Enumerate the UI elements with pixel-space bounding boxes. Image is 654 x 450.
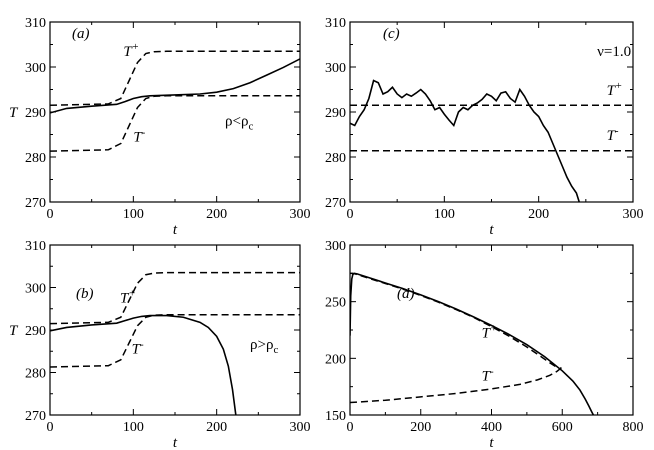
annotation-rho-b: ρ>ρc (250, 337, 278, 356)
x-tick-label-d: 0 (347, 420, 354, 435)
annotation-tplus-a: T+ (123, 41, 139, 60)
series-a-t-minus (50, 95, 300, 152)
y-tick-label-b: 270 (25, 409, 46, 424)
x-tick-label-c: 200 (528, 207, 549, 222)
plot-frame-a (49, 21, 301, 203)
annotation-tplus-d: T+ (482, 322, 498, 341)
y-axis-label-b: T (9, 323, 19, 339)
plot-frame-c (349, 21, 634, 203)
y-tick-label-d: 300 (325, 239, 346, 254)
annotation-rho-a: ρ<ρc (225, 114, 253, 133)
x-tick-label-b: 100 (123, 420, 144, 435)
annotation-tminus-a: T- (133, 126, 145, 145)
panel-label-b: (b) (76, 286, 94, 302)
annotation-tminus-c: T- (607, 125, 619, 144)
x-tick-label-d: 400 (481, 420, 502, 435)
panel-d: 0 200 400 600 800 150 200 250 300 t (d) T+ T- (325, 239, 644, 450)
x-tick-label-d: 600 (552, 420, 573, 435)
y-tick-label-a: 290 (25, 106, 46, 121)
x-axis-label-b: t (173, 435, 178, 450)
series-d-t-minus (350, 367, 562, 404)
panel-label-c: (c) (383, 26, 400, 42)
annotation-tminus-d: T- (482, 365, 494, 384)
y-tick-label-c: 310 (325, 16, 346, 31)
series-d-t-plus (350, 272, 562, 371)
x-tick-label-c: 100 (434, 207, 455, 222)
panel-label-a: (a) (72, 26, 90, 42)
x-tick-label-b: 0 (47, 420, 54, 435)
y-tick-label-b: 290 (25, 324, 46, 339)
plot-frame-b (49, 244, 301, 416)
y-tick-label-c: 300 (325, 61, 346, 76)
series-d-t (350, 272, 595, 415)
annotation-tminus-b: T- (132, 338, 144, 357)
x-tick-label-d: 800 (623, 420, 644, 435)
annotation-tplus-b: T+ (120, 287, 136, 306)
x-tick-label-d: 200 (410, 420, 431, 435)
x-tick-label-c: 300 (623, 207, 644, 222)
x-tick-label-c: 0 (347, 207, 354, 222)
annotation-nu-c: ν=1.0 (597, 44, 631, 60)
x-tick-label-b: 200 (206, 420, 227, 435)
y-tick-label-a: 300 (25, 61, 46, 76)
panel-c: 0 100 200 300 270 280 290 300 310 t (c) ν=1.0 T+ T- (325, 16, 644, 238)
series-a-t-plus (50, 50, 300, 106)
y-tick-label-b: 280 (25, 367, 46, 382)
x-tick-label-a: 0 (47, 207, 54, 222)
x-tick-label-a: 300 (290, 207, 311, 222)
y-tick-label-a: 310 (25, 16, 46, 31)
panel-b: 0 100 200 300 270 280 290 300 310 t T (b) T+ T-ρ>ρc (9, 239, 311, 450)
series-c-t (350, 79, 580, 202)
x-tick-label-a: 200 (206, 207, 227, 222)
y-axis-label-a: T (9, 105, 19, 121)
x-axis-label-c: t (489, 222, 494, 238)
annotation-tplus-c: T+ (607, 80, 623, 99)
y-tick-label-c: 290 (325, 106, 346, 121)
y-tick-label-c: 280 (325, 151, 346, 166)
panel-label-d: (d) (397, 286, 415, 302)
x-tick-label-b: 300 (290, 420, 311, 435)
y-tick-label-d: 200 (325, 352, 346, 367)
y-tick-label-a: 270 (25, 196, 46, 211)
y-tick-label-c: 270 (325, 196, 346, 211)
x-tick-label-a: 100 (123, 207, 144, 222)
series-b-t (50, 314, 237, 415)
x-axis-label-a: t (173, 222, 178, 238)
panel-a: 0 100 200 300 270 280 290 300 310 t T (a) T+ T-ρ<ρc (9, 16, 311, 238)
y-tick-label-b: 310 (25, 239, 46, 254)
y-tick-label-a: 280 (25, 151, 46, 166)
series-b-t-plus (50, 271, 300, 325)
y-tick-label-d: 150 (325, 409, 346, 424)
y-tick-label-d: 250 (325, 296, 346, 311)
series-a-t (50, 58, 300, 114)
y-tick-label-b: 300 (25, 282, 46, 297)
x-axis-label-d: t (489, 435, 494, 450)
